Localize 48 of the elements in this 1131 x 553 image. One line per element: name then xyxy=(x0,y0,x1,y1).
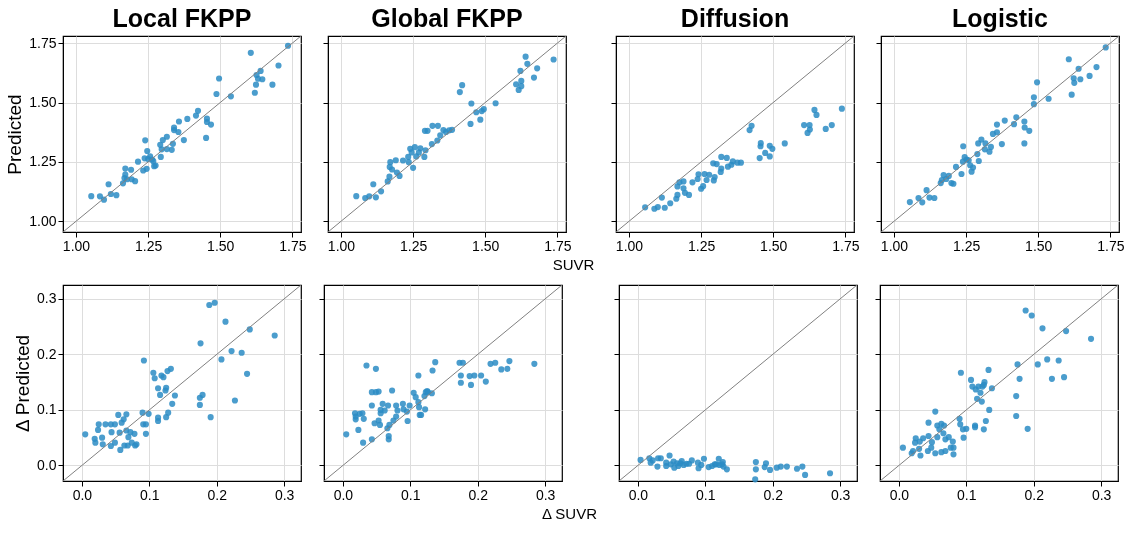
x-tick-label: 1.00 xyxy=(880,237,909,254)
x-tick-label: 0.2 xyxy=(207,486,228,503)
y-axis-title: Predicted xyxy=(4,94,26,175)
y-tick-label: 0.3 xyxy=(37,290,57,307)
x-tick-label: 0.2 xyxy=(1024,486,1045,503)
x-tick-label: 0.0 xyxy=(72,486,93,503)
x-axis-title: SUVR xyxy=(552,255,595,273)
x-tick-label: 0.0 xyxy=(628,486,649,503)
chart-title: Logistic xyxy=(952,3,1049,32)
x-tick-label: 0.2 xyxy=(468,486,489,503)
x-tick-label: 1.25 xyxy=(399,237,428,254)
x-tick-label: 1.75 xyxy=(544,237,572,254)
x-tick-label: 1.50 xyxy=(760,237,788,254)
y-tick-label: 0.2 xyxy=(37,345,57,362)
x-tick-label: 1.75 xyxy=(832,237,860,254)
y-tick-label: 0.1 xyxy=(37,401,57,418)
x-tick-label: 0.1 xyxy=(957,486,977,503)
x-tick-label: 1.00 xyxy=(615,237,644,254)
x-tick-label: 1.25 xyxy=(952,237,981,254)
x-tick-label: 0.1 xyxy=(140,486,160,503)
x-tick-label: 1.50 xyxy=(472,237,500,254)
y-tick-label: 1.00 xyxy=(29,212,57,229)
x-tick-label: 0.3 xyxy=(535,486,556,503)
chart-title: Local FKPP xyxy=(112,3,252,32)
x-tick-label: 1.50 xyxy=(207,237,235,254)
chart-title: Global FKPP xyxy=(371,3,523,32)
x-tick-label: 1.75 xyxy=(1097,237,1125,254)
x-tick-label: 0.3 xyxy=(274,486,295,503)
x-tick-label: 1.25 xyxy=(687,237,716,254)
x-tick-label: 0.0 xyxy=(333,486,354,503)
x-axis-title: Δ SUVR xyxy=(541,504,598,522)
y-tick-label: 1.25 xyxy=(29,153,57,170)
y-tick-label: 1.50 xyxy=(29,94,57,111)
y-tick-label: 1.75 xyxy=(29,34,57,51)
x-tick-label: 1.25 xyxy=(134,237,163,254)
x-tick-label: 0.0 xyxy=(889,486,910,503)
y-axis-title: Δ Predicted xyxy=(12,334,34,433)
x-tick-label: 1.50 xyxy=(1025,237,1053,254)
y-tick-label: 0.0 xyxy=(37,456,57,473)
x-tick-label: 0.3 xyxy=(1091,486,1112,503)
x-tick-label: 0.1 xyxy=(696,486,716,503)
x-tick-label: 0.2 xyxy=(763,486,784,503)
x-tick-label: 1.75 xyxy=(279,237,307,254)
x-tick-label: 1.00 xyxy=(62,237,91,254)
x-tick-label: 1.00 xyxy=(327,237,356,254)
x-tick-label: 0.1 xyxy=(401,486,421,503)
x-tick-label: 0.3 xyxy=(830,486,851,503)
chart-title: Diffusion xyxy=(680,3,790,32)
